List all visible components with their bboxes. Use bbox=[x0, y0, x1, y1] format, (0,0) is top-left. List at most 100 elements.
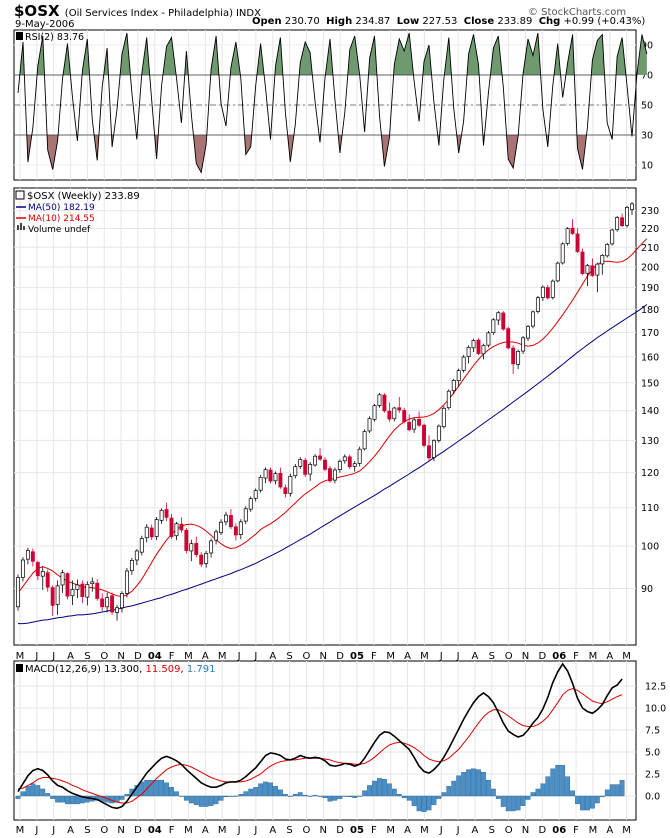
high-label: High bbox=[326, 16, 353, 27]
price-candle-body bbox=[60, 572, 65, 586]
price-candle-body bbox=[387, 410, 392, 420]
rsi-overbought-fill bbox=[230, 42, 241, 75]
rsi-overbought-fill bbox=[467, 34, 480, 75]
macd-histogram-bar bbox=[560, 765, 566, 797]
rsi-tick-label: 10 bbox=[641, 161, 653, 172]
price-candle-body bbox=[585, 264, 590, 274]
macd-histogram-bar bbox=[25, 786, 31, 797]
month-label: M bbox=[218, 651, 227, 662]
volume-legend-swatch bbox=[20, 223, 22, 230]
macd-legend-part: 1.791 bbox=[187, 664, 216, 675]
macd-histogram-bar bbox=[20, 791, 26, 797]
high-value: 234.87 bbox=[355, 16, 391, 27]
price-candle-body bbox=[501, 312, 506, 330]
price-candle-body bbox=[219, 521, 223, 533]
price-candle-body bbox=[555, 262, 560, 282]
price-candle-body bbox=[595, 263, 600, 276]
rsi-overbought-fill bbox=[565, 34, 575, 75]
macd-histogram-bar bbox=[287, 795, 293, 797]
ticker-symbol: $OSX bbox=[14, 2, 60, 20]
price-candle-body bbox=[169, 517, 174, 537]
price-candle-body bbox=[110, 595, 115, 613]
macd-histogram-bar bbox=[40, 788, 46, 797]
month-label: A bbox=[67, 825, 74, 836]
macd-histogram-bar bbox=[476, 769, 481, 797]
price-candle-body bbox=[233, 526, 238, 536]
price-candle-body bbox=[511, 347, 516, 365]
quote-date: 9-May-2006 bbox=[15, 19, 75, 30]
price-candle-body bbox=[268, 469, 273, 482]
macd-histogram-bar bbox=[520, 795, 526, 806]
price-candle-body bbox=[600, 255, 605, 265]
macd-histogram-bar bbox=[386, 783, 392, 797]
macd-histogram-bar bbox=[139, 781, 145, 797]
price-legend-title: $OSX (Weekly) 233.89 bbox=[27, 191, 140, 202]
price-candle-body bbox=[461, 356, 466, 371]
price-panel: 230 220 210 200 190 180 170 160 150 140 130 120 110 1… bbox=[13, 187, 659, 646]
month-label: J bbox=[237, 825, 241, 836]
macd-histogram-bar bbox=[550, 768, 556, 797]
rsi-overbought-fill bbox=[141, 37, 150, 75]
price-candle-body bbox=[164, 509, 169, 518]
month-label: A bbox=[269, 825, 276, 836]
rsi-oversold-fill bbox=[287, 135, 294, 162]
macd-histogram-bar bbox=[30, 783, 36, 797]
price-candle-body bbox=[115, 607, 119, 613]
price-candle-body bbox=[124, 570, 129, 594]
month-label: M bbox=[589, 651, 598, 662]
price-candle-body bbox=[521, 337, 526, 352]
macd-histogram-bar bbox=[396, 794, 402, 797]
rsi-overbought-fill bbox=[347, 36, 360, 75]
price-tick-label: 200 bbox=[641, 262, 659, 273]
macd-histogram-bar bbox=[144, 779, 150, 797]
price-candle-body bbox=[179, 523, 184, 531]
price-tick-label: 90 bbox=[641, 584, 653, 595]
price-candle-body bbox=[357, 448, 362, 464]
rsi-oversold-fill bbox=[456, 135, 462, 153]
month-label: S bbox=[286, 825, 292, 836]
macd-histogram-bar bbox=[45, 793, 51, 797]
macd-histogram-bar bbox=[258, 783, 264, 797]
rsi-oversold-fill bbox=[576, 135, 587, 170]
price-candle-body bbox=[516, 350, 521, 365]
macd-tick-label: 2.5 bbox=[645, 770, 660, 781]
ticker-exchange: INDX bbox=[235, 8, 261, 19]
price-candle-body bbox=[194, 542, 199, 555]
price-candle-body bbox=[377, 394, 382, 406]
rsi-overbought-fill bbox=[444, 37, 452, 75]
price-candle-body bbox=[610, 229, 615, 245]
price-tick-label: 150 bbox=[641, 378, 659, 389]
month-label: M bbox=[622, 825, 631, 836]
macd-histogram-bar bbox=[55, 795, 61, 803]
price-candle-body bbox=[35, 562, 40, 577]
macd-legend-swatch bbox=[16, 664, 23, 672]
macd-histogram-bar bbox=[604, 789, 610, 797]
macd-histogram-bar bbox=[198, 795, 204, 807]
rsi-overbought-fill bbox=[325, 39, 333, 75]
macd-histogram-bar bbox=[292, 794, 298, 797]
month-label: O bbox=[505, 825, 513, 836]
month-label: O bbox=[505, 651, 513, 662]
macd-histogram-bar bbox=[372, 780, 377, 797]
month-label: A bbox=[606, 825, 613, 836]
macd-tick-label: 5.0 bbox=[645, 748, 660, 759]
month-label: N bbox=[320, 825, 327, 836]
month-label: A bbox=[404, 825, 411, 836]
price-candle-body bbox=[50, 587, 55, 606]
macd-histogram-bar bbox=[505, 795, 511, 812]
macd-legend-part: , bbox=[181, 664, 187, 675]
month-label: M bbox=[184, 651, 193, 662]
price-candle-body bbox=[100, 598, 105, 608]
macd-histogram-bar bbox=[495, 795, 501, 799]
macd-histogram-bar bbox=[436, 795, 442, 799]
macd-histogram-bar bbox=[614, 784, 620, 797]
macd-histogram-bar bbox=[238, 794, 244, 797]
macd-histogram-bar bbox=[451, 780, 457, 797]
macd-histogram-bar bbox=[228, 795, 234, 797]
macd-histogram-bar bbox=[35, 785, 41, 797]
price-candle-body bbox=[80, 583, 85, 597]
month-label: M bbox=[589, 825, 598, 836]
rsi-tick-label: 50 bbox=[641, 101, 653, 112]
price-candle-body bbox=[293, 466, 298, 477]
macd-legend: MACD(12,26,9) 13.300, 11.509, 1.791 bbox=[25, 664, 216, 675]
